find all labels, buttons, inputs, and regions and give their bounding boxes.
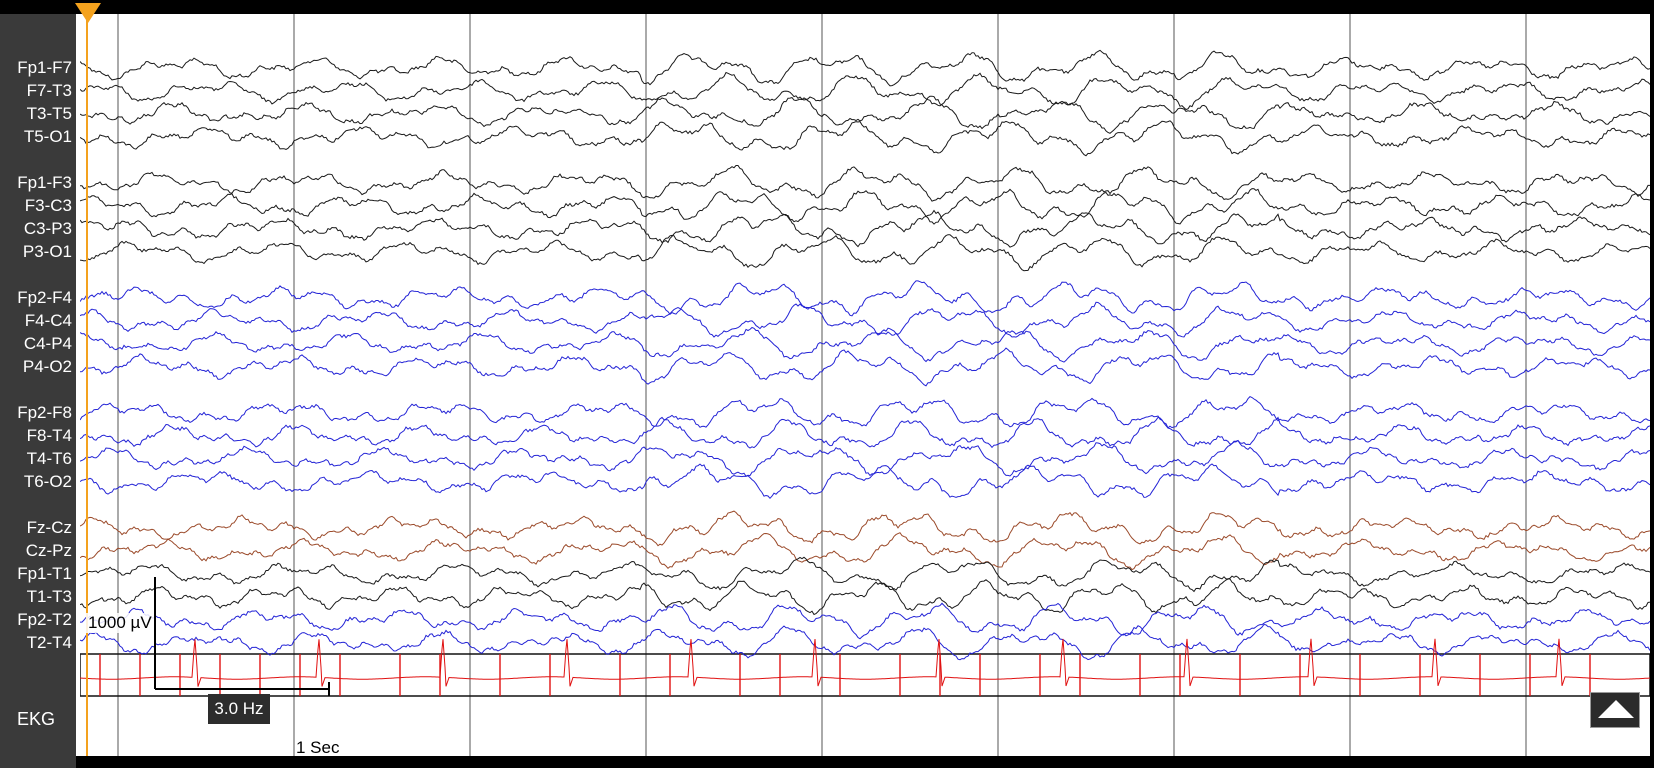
channel-trace (80, 301, 1650, 338)
top-bar (0, 0, 1654, 14)
scale-bar (154, 577, 330, 696)
channel-label: P4-O2 (22, 357, 72, 376)
channel-trace (80, 188, 1650, 225)
channel-trace (80, 395, 1650, 429)
channel-trace (80, 623, 1650, 661)
channel-label: Fp2-F8 (17, 403, 72, 422)
channel-label: T5-O1 (23, 127, 72, 146)
channel-label: T4-T6 (26, 449, 72, 468)
channel-label-panel (0, 14, 76, 768)
channel-trace (80, 602, 1650, 640)
channel-trace (80, 578, 1650, 616)
channel-label: Fp1-T1 (17, 564, 72, 583)
channel-trace (80, 556, 1650, 593)
ekg-channel-label: EKG (16, 709, 55, 729)
channel-label: P3-O1 (22, 242, 72, 261)
channel-label: T6-O2 (23, 472, 72, 491)
eeg-trace-area[interactable] (80, 14, 1650, 756)
channel-label: Fp2-F4 (17, 288, 72, 307)
channel-label: Fp1-F7 (17, 58, 72, 77)
time-cursor-marker-icon[interactable] (75, 3, 101, 23)
time-cursor-line[interactable] (86, 14, 88, 756)
channel-trace (80, 165, 1650, 202)
bottom-strip (76, 756, 1654, 768)
channel-label: F8-T4 (26, 426, 72, 445)
filter-frequency-badge[interactable]: 3.0 Hz (208, 694, 270, 724)
ekg-panel-border (80, 653, 1650, 697)
channel-label: Fp1-F3 (17, 173, 72, 192)
channel-label: T1-T3 (26, 587, 72, 606)
channel-trace (80, 120, 1650, 157)
channel-label: Cz-Pz (25, 541, 72, 560)
channel-trace (80, 463, 1650, 500)
scroll-up-button[interactable] (1590, 692, 1640, 728)
channel-label: Fp2-T2 (17, 610, 72, 629)
channel-trace (80, 326, 1650, 363)
channel-trace (80, 416, 1650, 449)
channel-label: Fz-Cz (26, 518, 72, 537)
channel-label: F7-T3 (26, 81, 72, 100)
channel-trace (80, 280, 1650, 317)
amplitude-scale-label: 1000 µV (86, 613, 154, 633)
channel-trace (80, 49, 1650, 87)
eeg-traces (80, 49, 1650, 661)
right-edge (1650, 14, 1654, 756)
ekg-trace (80, 638, 1650, 687)
channel-trace (80, 347, 1650, 387)
channel-trace (80, 209, 1650, 248)
channel-label: T3-T5 (26, 104, 72, 123)
channel-trace (80, 510, 1650, 547)
channel-trace (80, 71, 1650, 111)
channel-trace (80, 532, 1650, 571)
channel-label: C3-P3 (23, 219, 72, 238)
channel-label: C4-P4 (23, 334, 72, 353)
channel-trace (80, 439, 1650, 477)
channel-label: F3-C3 (24, 196, 72, 215)
channel-trace (80, 95, 1650, 134)
triangle-up-icon (1598, 700, 1634, 718)
channel-label: T2-T4 (26, 633, 72, 652)
channel-trace (80, 234, 1650, 272)
time-gridlines (117, 14, 1527, 756)
channel-label: F4-C4 (24, 311, 72, 330)
time-scale-label: 1 Sec (296, 738, 340, 757)
